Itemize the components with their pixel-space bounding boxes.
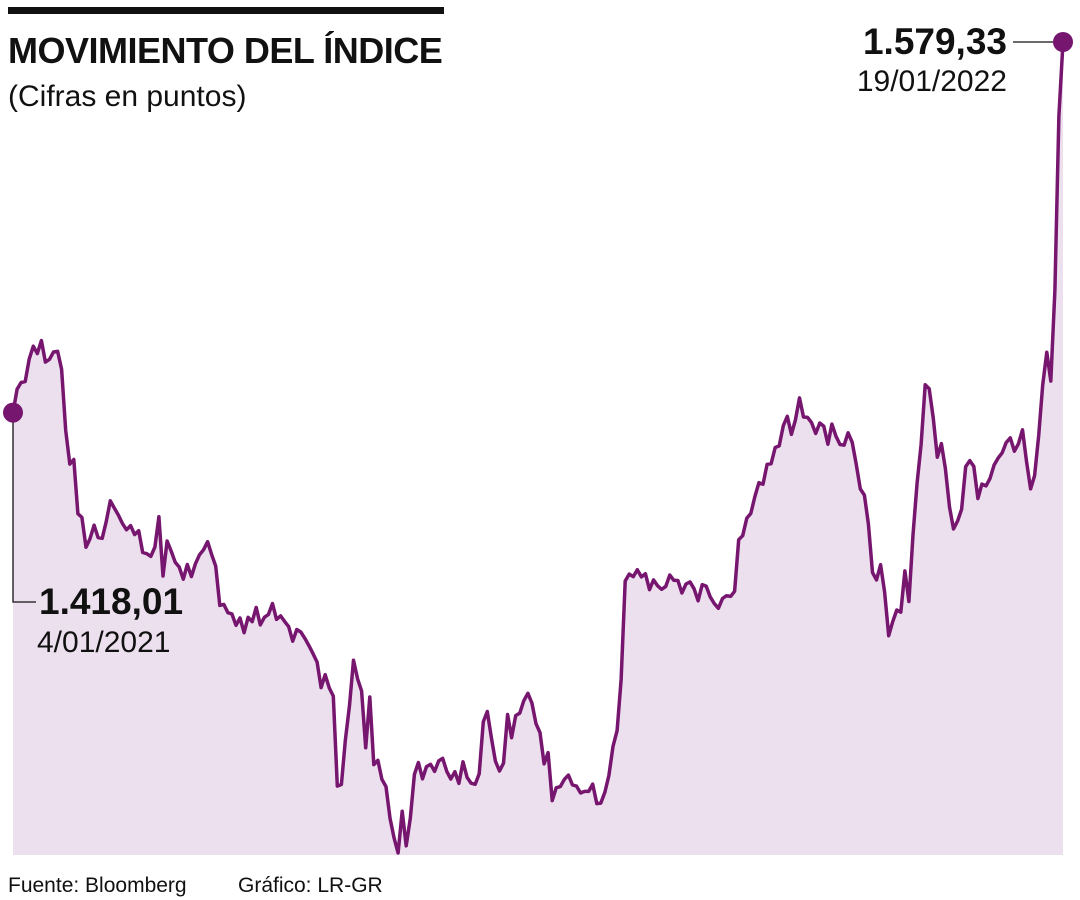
credit-note: Gráfico: LR-GR xyxy=(238,874,383,897)
start-point-marker xyxy=(3,402,23,423)
end-point-marker xyxy=(1053,32,1073,52)
series-line xyxy=(11,40,1065,855)
source-note: Fuente: Bloomberg xyxy=(8,874,187,897)
title-rule xyxy=(8,7,444,14)
start-date-label: 4/01/2021 xyxy=(37,626,170,659)
start-leader-line xyxy=(12,412,36,603)
area-fill xyxy=(13,42,1063,855)
end-date-label: 19/01/2022 xyxy=(857,65,1007,98)
end-value-label: 1.579,33 xyxy=(863,21,1007,62)
chart-subtitle: (Cifras en puntos) xyxy=(8,80,247,113)
chart-title: MOVIMIENTO DEL ÍNDICE xyxy=(8,30,443,71)
start-value-label: 1.418,01 xyxy=(39,581,183,622)
